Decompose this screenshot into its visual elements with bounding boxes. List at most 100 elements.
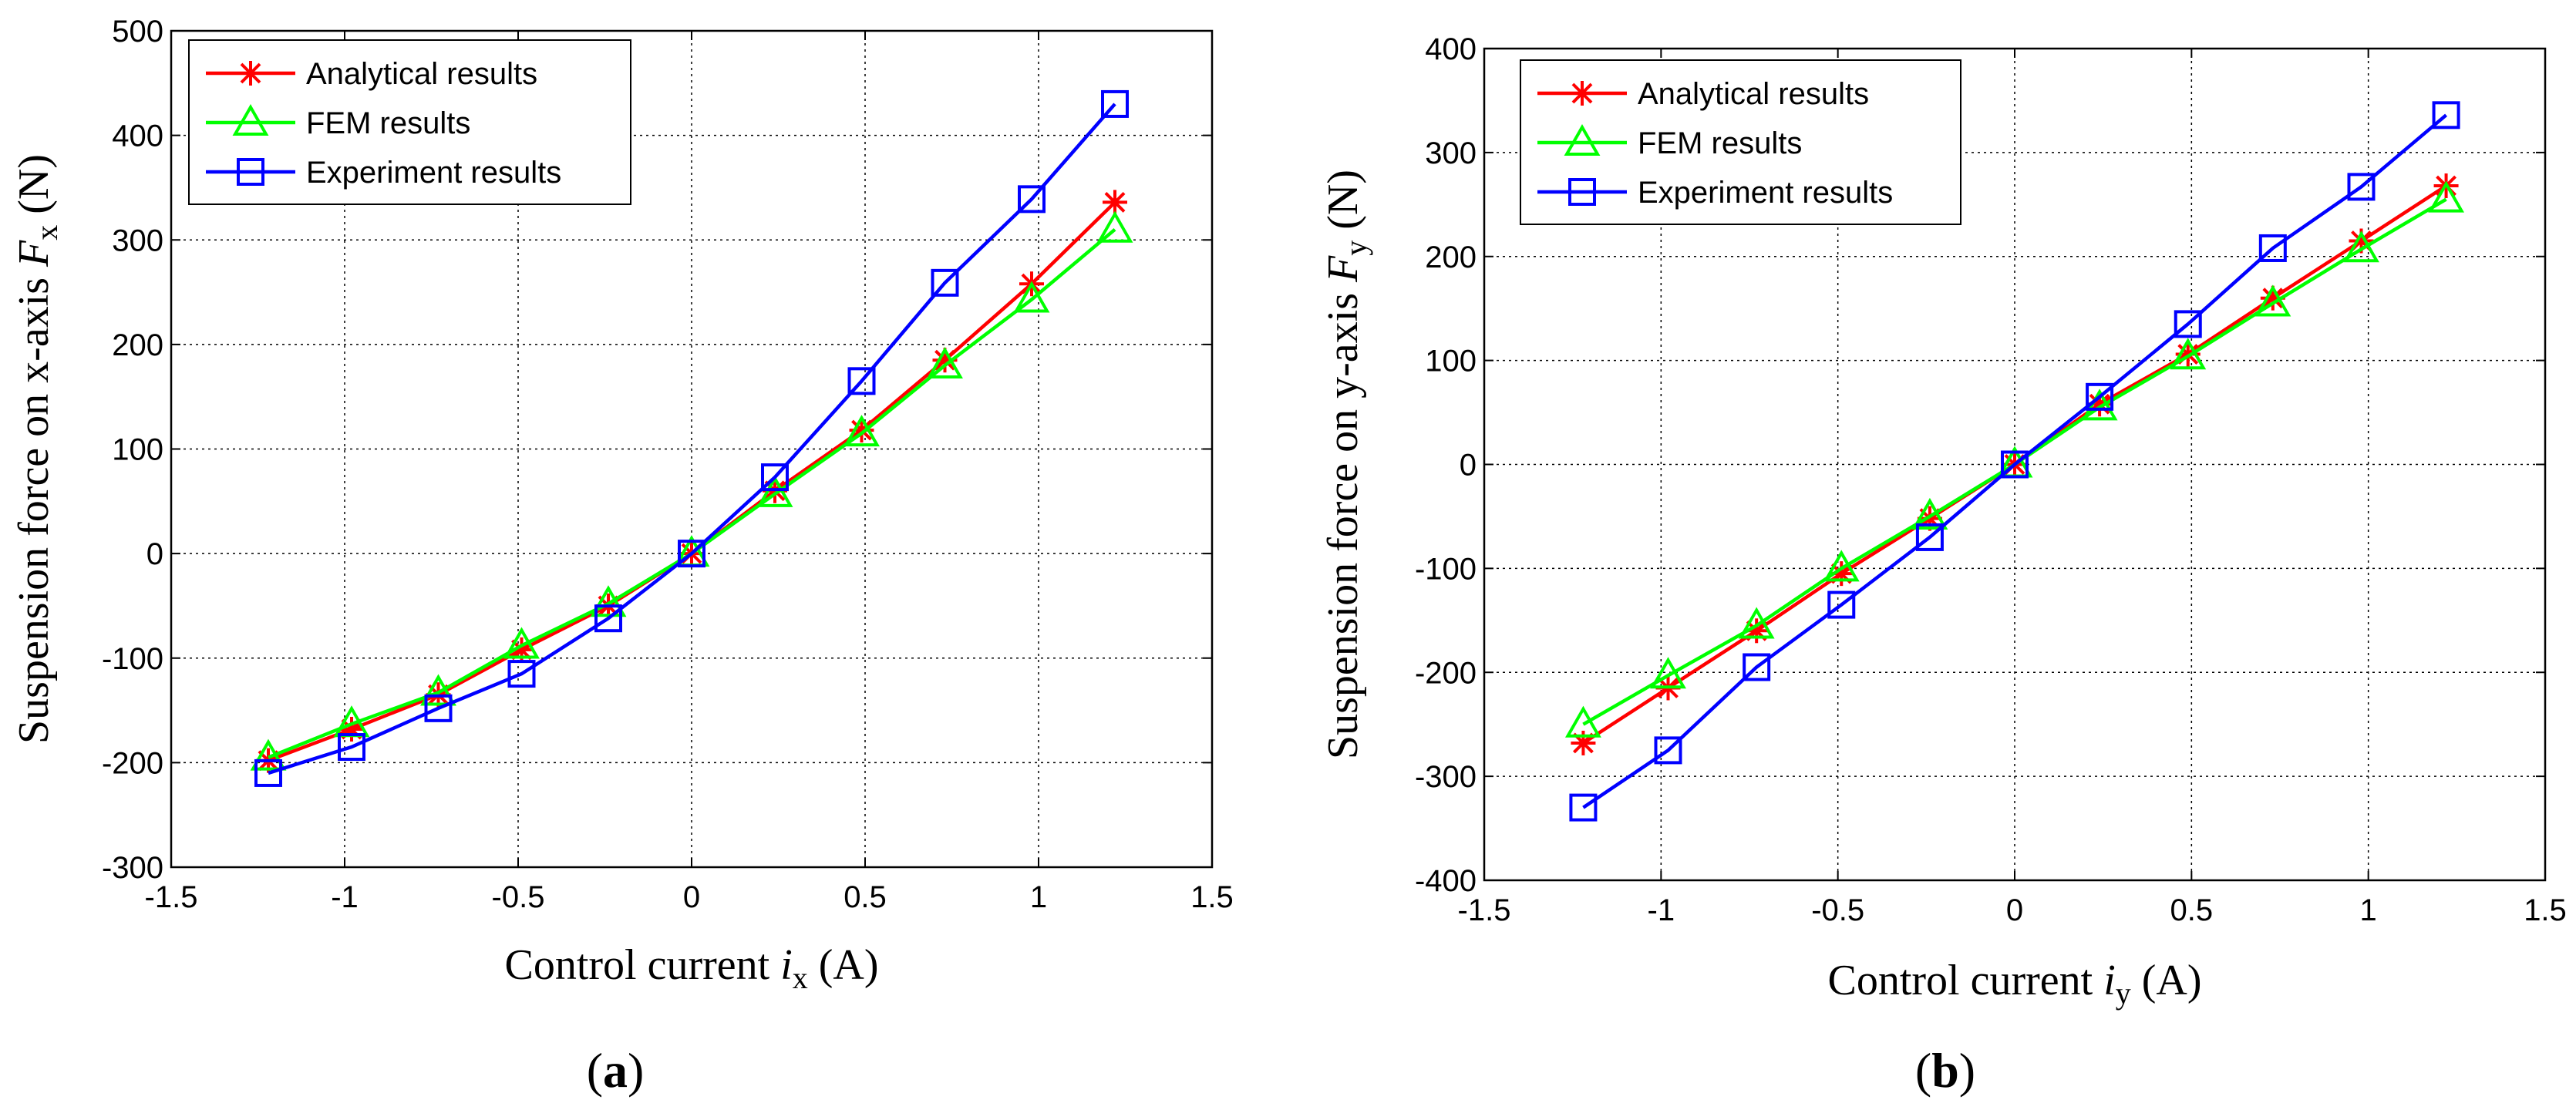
data-point-square bbox=[1915, 523, 1944, 551]
data-point-square bbox=[2347, 173, 2376, 201]
data-point-triangle bbox=[1738, 607, 1775, 639]
legend: Analytical results FEM results Experiment … bbox=[1520, 59, 1961, 225]
x-axis-label: Control current iy (A) bbox=[1828, 957, 2202, 1011]
data-point-square bbox=[1654, 736, 1682, 765]
data-point-triangle bbox=[1650, 657, 1686, 689]
data-point-square bbox=[761, 463, 789, 492]
panel-caption: (b) bbox=[1915, 1043, 1975, 1098]
legend-label: Experiment results bbox=[1638, 176, 1893, 210]
y-tick-label: 0 bbox=[1460, 449, 1477, 483]
data-point-triangle bbox=[250, 738, 287, 771]
data-point-triangle bbox=[1823, 550, 1860, 582]
y-tick-label: 100 bbox=[112, 433, 163, 467]
legend-marker-star bbox=[238, 61, 263, 86]
data-point-triangle bbox=[1911, 497, 1948, 530]
legend-label: Analytical results bbox=[1638, 77, 1869, 111]
data-point-square bbox=[1827, 590, 1856, 619]
data-point-triangle bbox=[2343, 230, 2379, 263]
legend-marker-star bbox=[1570, 81, 1594, 106]
x-tick-label: -0.5 bbox=[1811, 893, 1864, 927]
data-point-triangle bbox=[1564, 705, 1601, 738]
data-point-square bbox=[254, 758, 282, 787]
y-tick-label: -300 bbox=[102, 851, 163, 885]
series-line-square bbox=[1582, 113, 2448, 809]
data-point-square bbox=[338, 733, 365, 762]
data-point-triangle bbox=[927, 346, 963, 378]
legend: Analytical results FEM results Experiment … bbox=[188, 39, 631, 205]
x-tick-label: 0 bbox=[2006, 893, 2023, 927]
x-tick-label: 1.5 bbox=[2524, 893, 2567, 927]
data-point-square bbox=[594, 604, 622, 633]
y-tick-label: 300 bbox=[112, 224, 163, 257]
y-tick-label: -300 bbox=[1415, 760, 1477, 794]
data-point-triangle bbox=[756, 475, 793, 507]
y-tick-label: -200 bbox=[1415, 656, 1477, 690]
data-point-square bbox=[2258, 234, 2287, 262]
series-line-square bbox=[268, 103, 1116, 775]
legend-label: FEM results bbox=[306, 106, 470, 140]
data-point-triangle bbox=[2170, 338, 2207, 370]
data-point-square bbox=[2001, 450, 2029, 479]
legend-marker-square bbox=[1568, 178, 1596, 206]
y-tick-label: 500 bbox=[112, 15, 163, 49]
x-tick-label: 1 bbox=[2360, 893, 2377, 927]
x-tick-label: 1 bbox=[1030, 880, 1047, 914]
data-point-triangle bbox=[503, 627, 540, 659]
legend-label: FEM results bbox=[1638, 126, 1802, 160]
y-tick-label: -100 bbox=[102, 642, 163, 676]
data-point-triangle bbox=[2254, 284, 2291, 317]
y-tick-label: 200 bbox=[1425, 240, 1477, 274]
x-tick-label: -1 bbox=[331, 880, 359, 914]
x-tick-label: 0.5 bbox=[2170, 893, 2214, 927]
panel-caption: (a) bbox=[587, 1043, 645, 1098]
y-tick-label: 300 bbox=[1425, 136, 1477, 170]
legend-label: Analytical results bbox=[306, 57, 537, 91]
legend-label: Experiment results bbox=[306, 156, 561, 190]
data-point-square bbox=[424, 694, 453, 722]
x-tick-label: 0 bbox=[683, 880, 700, 914]
data-point-square bbox=[2432, 101, 2460, 130]
x-tick-label: -0.5 bbox=[492, 880, 545, 914]
x-tick-label: -1.5 bbox=[145, 880, 198, 914]
legend-marker-square bbox=[237, 158, 264, 186]
data-point-star bbox=[1103, 190, 1127, 215]
chart-panel-a: -1.5 -1 -0.5 0 0.5 1 1.5 -300 -200 -100 0 100 200 300… bbox=[10, 15, 1234, 1098]
legend-marker-triangle bbox=[232, 103, 269, 136]
data-point-triangle bbox=[420, 674, 456, 706]
data-point-triangle bbox=[2428, 180, 2465, 213]
y-tick-label: -100 bbox=[1415, 552, 1477, 586]
x-axis-label: Control current ix (A) bbox=[505, 941, 879, 995]
data-point-square bbox=[2174, 310, 2202, 338]
y-tick-label: 400 bbox=[112, 119, 163, 153]
x-tick-label: 0.5 bbox=[844, 880, 887, 914]
y-tick-label: -400 bbox=[1415, 864, 1477, 898]
data-point-triangle bbox=[2081, 388, 2118, 421]
data-point-star bbox=[2260, 285, 2285, 311]
data-point-square bbox=[1101, 89, 1129, 118]
data-point-triangle bbox=[1096, 210, 1133, 243]
data-point-square bbox=[1018, 185, 1046, 214]
legend-marker-triangle bbox=[1564, 123, 1601, 156]
y-tick-label: 200 bbox=[112, 328, 163, 362]
y-axis-label: Suspension force on y-axis Fy (N) bbox=[1319, 170, 1373, 759]
data-point-square bbox=[931, 268, 959, 297]
data-point-square bbox=[2086, 382, 2114, 411]
y-axis-label: Suspension force on x-axis Fx (N) bbox=[10, 154, 64, 744]
data-point-triangle bbox=[844, 415, 880, 447]
data-point-square bbox=[678, 540, 705, 568]
x-tick-label: -1.5 bbox=[1458, 893, 1511, 927]
chart-panel-b: -1.5 -1 -0.5 0 0.5 1 1.5 -400 -300 -200 -100 0 100 20… bbox=[1319, 32, 2567, 1098]
data-point-square bbox=[507, 660, 536, 688]
y-tick-label: -200 bbox=[102, 746, 163, 780]
x-tick-label: -1 bbox=[1648, 893, 1675, 927]
y-tick-label: 0 bbox=[146, 537, 163, 571]
data-point-square bbox=[1743, 653, 1771, 681]
y-tick-label: 100 bbox=[1425, 345, 1477, 378]
data-point-triangle bbox=[590, 585, 627, 617]
data-point-square bbox=[847, 367, 876, 395]
x-tick-label: 1.5 bbox=[1190, 880, 1234, 914]
y-tick-label: 400 bbox=[1425, 32, 1477, 66]
data-point-square bbox=[1569, 793, 1598, 822]
data-point-triangle bbox=[1013, 281, 1050, 313]
